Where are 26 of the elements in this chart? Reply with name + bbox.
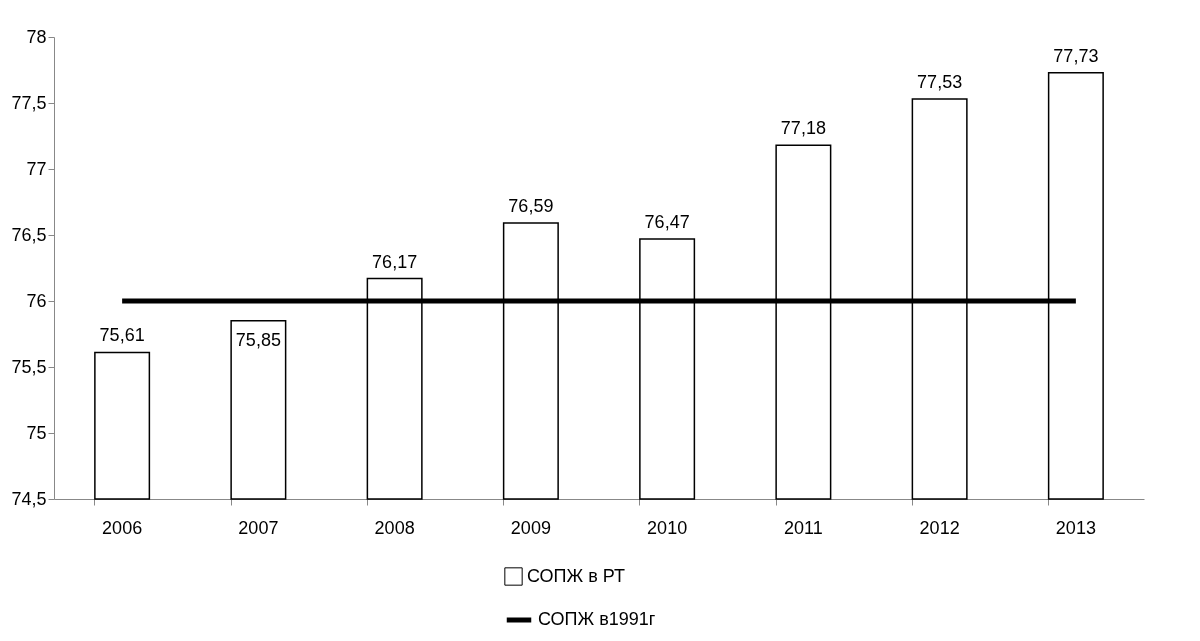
- x-tick-label: 2010: [647, 517, 688, 538]
- data-label: 77,18: [780, 118, 826, 139]
- y-tick-label: 75: [26, 422, 47, 443]
- y-tick-label: 76: [26, 290, 47, 311]
- y-tick-label: 78: [26, 26, 47, 47]
- y-tick-label: 77,5: [11, 92, 47, 113]
- y-tick-label: 77: [26, 158, 47, 179]
- x-tick-label: 2009: [510, 517, 551, 538]
- y-tick-label: 74,5: [11, 488, 47, 509]
- data-label: 76,47: [644, 211, 690, 232]
- data-label: 76,59: [508, 196, 554, 217]
- data-label: 77,53: [917, 72, 963, 93]
- legend-label: СОПЖ в РТ: [527, 565, 625, 586]
- x-tick-label: 2007: [238, 517, 279, 538]
- x-tick-label: 2013: [1055, 517, 1096, 538]
- x-tick-label: 2006: [102, 517, 143, 538]
- x-tick-label: 2008: [374, 517, 415, 538]
- y-tick-label: 76,5: [11, 224, 47, 245]
- x-tick-label: 2011: [784, 517, 823, 538]
- data-label: 77,73: [1053, 45, 1099, 66]
- data-label: 75,85: [235, 329, 281, 350]
- data-label: 75,61: [99, 325, 145, 346]
- legend-label: СОПЖ в1991г: [538, 609, 656, 629]
- data-label: 76,17: [372, 251, 418, 272]
- y-tick-label: 75,5: [11, 356, 47, 377]
- x-tick-label: 2012: [919, 517, 960, 538]
